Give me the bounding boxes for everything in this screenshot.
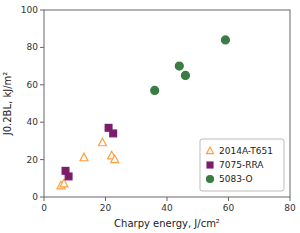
series [62,124,116,179]
y-tick-label: 20 [27,155,39,165]
x-tick [167,197,168,201]
point [175,62,183,70]
point [110,130,117,137]
x-tick [105,197,106,201]
y-tick-label: 100 [21,5,38,15]
x-tick-label: 20 [100,203,112,213]
series [57,138,119,189]
x-tick-label: 0 [41,203,47,213]
legend-label: 7075-RRA [219,160,264,170]
x-tick-label: 80 [284,203,296,213]
point [80,153,88,161]
x-axis-label: Charpy energy, J/cm² [114,218,220,229]
plot-frame [44,10,290,197]
y-axis-label: J0.2BL, kJ/m² [2,72,13,137]
legend-marker [207,162,213,168]
legend-marker [207,176,214,183]
legend: 2014A-T651 7075-RRA 5083-O [200,139,284,191]
point [111,155,119,163]
y-tick-label: 40 [27,117,39,127]
y-tick-label: 80 [27,42,39,52]
y-tick [40,10,44,11]
point [65,173,72,180]
y-tick [40,122,44,123]
y-tick-label: 60 [27,80,39,90]
series [151,36,230,94]
y-tick [40,47,44,48]
x-tick [290,197,291,201]
chart: 0 20 40 60 80 0 20 40 60 80 100 Charpy energy, J/cm… [0,0,300,233]
x-tick [228,197,229,201]
y-tick-label: 0 [32,192,38,202]
point [181,71,189,79]
legend-label: 5083-O [219,174,253,184]
x-tick-label: 40 [161,203,173,213]
y-tick [40,159,44,160]
y-tick [40,197,44,198]
point [60,179,68,187]
legend-label: 2014A-T651 [219,146,273,156]
x-tick-label: 60 [223,203,235,213]
point [221,36,229,44]
legend-box [200,139,284,191]
point [151,86,159,94]
point [98,138,106,146]
x-tick [44,197,45,201]
legend-marker [207,147,214,154]
y-tick [40,84,44,85]
chart-container: 0 20 40 60 80 0 20 40 60 80 100 Charpy energy, J/cm… [0,0,300,233]
